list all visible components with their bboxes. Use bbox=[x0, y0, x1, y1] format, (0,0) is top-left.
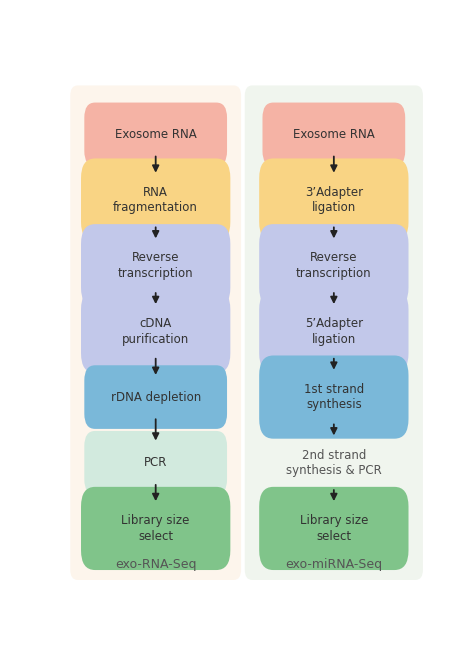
Text: PCR: PCR bbox=[144, 456, 167, 469]
FancyBboxPatch shape bbox=[81, 159, 230, 242]
Text: exo-RNA-Seq: exo-RNA-Seq bbox=[115, 558, 196, 571]
Text: 1st strand
synthesis: 1st strand synthesis bbox=[304, 383, 364, 411]
Text: 5’Adapter
ligation: 5’Adapter ligation bbox=[305, 317, 363, 346]
FancyBboxPatch shape bbox=[81, 290, 230, 373]
FancyBboxPatch shape bbox=[81, 487, 230, 570]
Text: 2nd strand
synthesis & PCR: 2nd strand synthesis & PCR bbox=[286, 448, 382, 477]
FancyBboxPatch shape bbox=[259, 355, 409, 439]
Text: RNA
fragmentation: RNA fragmentation bbox=[113, 186, 198, 214]
FancyBboxPatch shape bbox=[245, 86, 423, 580]
Text: Library size
select: Library size select bbox=[300, 514, 368, 543]
Text: Library size
select: Library size select bbox=[121, 514, 190, 543]
FancyBboxPatch shape bbox=[81, 224, 230, 307]
FancyBboxPatch shape bbox=[259, 487, 409, 570]
Text: rDNA depletion: rDNA depletion bbox=[110, 391, 201, 403]
Text: Exosome RNA: Exosome RNA bbox=[293, 128, 375, 141]
FancyBboxPatch shape bbox=[84, 431, 227, 494]
Text: Reverse
transcription: Reverse transcription bbox=[296, 252, 372, 280]
Text: Exosome RNA: Exosome RNA bbox=[115, 128, 197, 141]
Text: cDNA
purification: cDNA purification bbox=[122, 317, 189, 346]
FancyBboxPatch shape bbox=[263, 102, 405, 166]
Text: 3’Adapter
ligation: 3’Adapter ligation bbox=[305, 186, 363, 214]
FancyBboxPatch shape bbox=[84, 102, 227, 166]
Text: Reverse
transcription: Reverse transcription bbox=[118, 252, 193, 280]
FancyBboxPatch shape bbox=[259, 159, 409, 242]
Text: exo-miRNA-Seq: exo-miRNA-Seq bbox=[285, 558, 383, 571]
FancyBboxPatch shape bbox=[259, 290, 409, 373]
FancyBboxPatch shape bbox=[259, 224, 409, 307]
FancyBboxPatch shape bbox=[70, 86, 241, 580]
FancyBboxPatch shape bbox=[84, 365, 227, 429]
